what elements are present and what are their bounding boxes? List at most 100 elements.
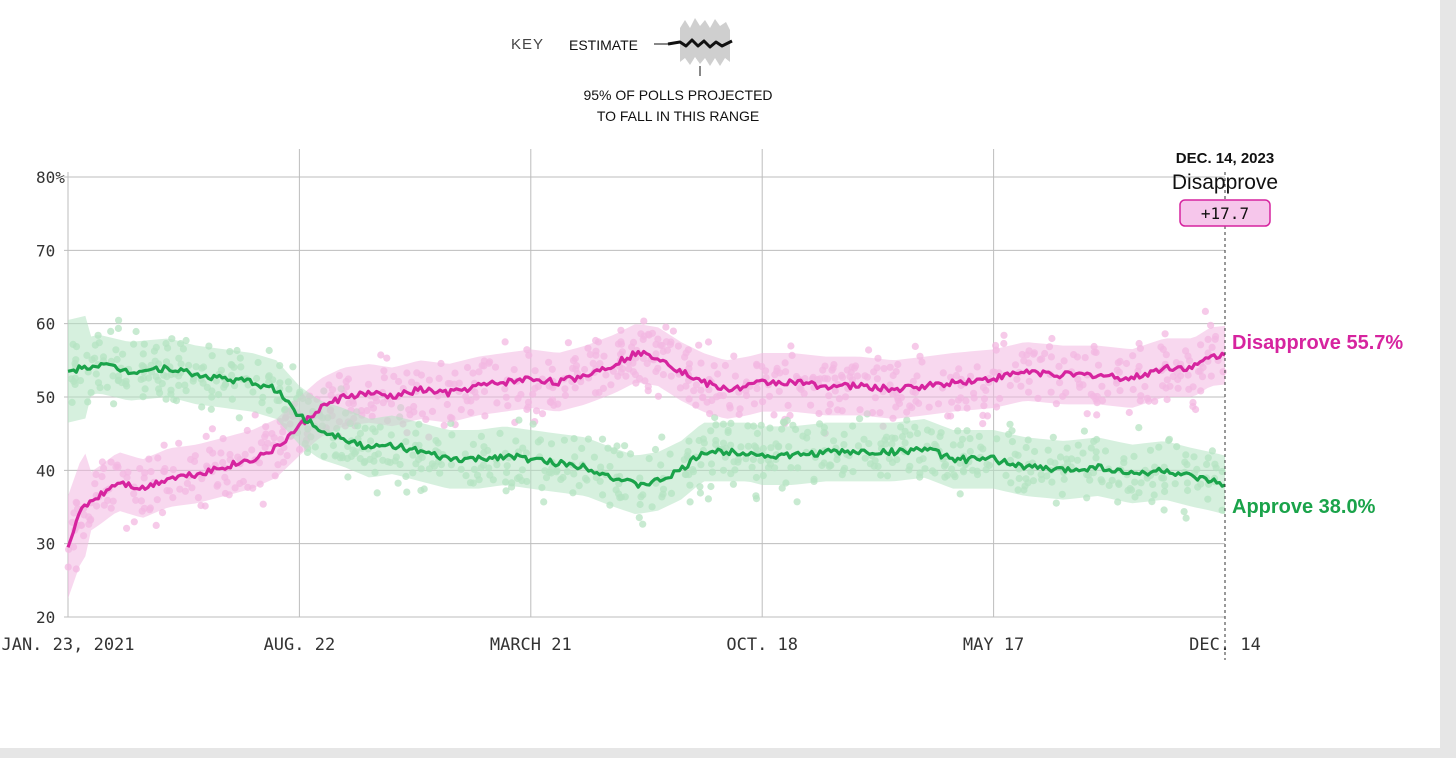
- poll-dot: [1163, 395, 1171, 404]
- approve-estimate-line: [67, 362, 1226, 489]
- date-callout: DEC. 14, 2023 Disapprove +17.7: [1172, 150, 1278, 660]
- poll-dot: [420, 485, 428, 493]
- poll-dot: [621, 442, 629, 450]
- key-estimate-label: ESTIMATE: [569, 37, 638, 53]
- poll-dot: [160, 441, 168, 449]
- poll-dot: [114, 324, 122, 332]
- poll-dot: [696, 489, 705, 497]
- poll-dot: [1052, 499, 1060, 507]
- poll-dot: [182, 336, 190, 345]
- poll-dot: [983, 412, 992, 420]
- poll-dot: [115, 316, 123, 324]
- poll-dot: [501, 338, 509, 346]
- poll-dot: [1000, 339, 1008, 348]
- poll-dot: [1182, 514, 1190, 522]
- poll-dot: [538, 410, 547, 418]
- poll-dot: [377, 351, 385, 359]
- poll-dot: [778, 484, 786, 492]
- x-axis: JAN. 23, 2021 AUG. 22 MARCH 21 OCT. 18 MAY 1…: [1, 635, 1260, 655]
- poll-dot: [1180, 508, 1188, 516]
- poll-dot: [947, 412, 955, 420]
- x-tick-label: AUG. 22: [264, 635, 336, 655]
- poll-dot: [956, 490, 964, 498]
- callout-series: Disapprove: [1172, 171, 1278, 194]
- poll-dot: [373, 489, 381, 497]
- poll-dot: [1135, 339, 1143, 348]
- window-edge-bottom: [0, 748, 1456, 758]
- poll-dot: [1161, 330, 1169, 338]
- poll-dot: [197, 501, 205, 510]
- poll-dot: [1080, 427, 1088, 435]
- poll-dot: [1008, 427, 1016, 435]
- key-label: KEY: [511, 36, 544, 53]
- poll-dot: [1049, 433, 1057, 441]
- poll-dot: [729, 480, 738, 488]
- poll-dot: [669, 327, 678, 335]
- poll-dot: [651, 445, 660, 454]
- poll-dot: [707, 482, 715, 491]
- poll-dot: [770, 411, 778, 419]
- poll-dot: [793, 498, 801, 506]
- poll-dot: [202, 432, 210, 440]
- x-tick-label: OCT. 18: [726, 635, 798, 655]
- poll-dot: [598, 435, 607, 443]
- poll-dot: [779, 418, 788, 426]
- poll-dot: [107, 327, 115, 335]
- callout-margin-badge: [1179, 199, 1271, 227]
- poll-dot: [613, 442, 621, 450]
- disapprove-end-label: Disapprove 55.7%: [1232, 332, 1403, 354]
- poll-dot: [704, 338, 713, 346]
- key-range-label-line2: TO FALL IN THIS RANGE: [597, 108, 759, 124]
- poll-dot: [440, 421, 448, 429]
- y-tick-label: 80%: [36, 168, 65, 187]
- poll-dot: [787, 342, 795, 350]
- poll-dot: [640, 317, 648, 325]
- poll-dot: [207, 405, 215, 413]
- poll-dot: [344, 473, 352, 481]
- poll-dot: [1135, 424, 1143, 432]
- poll-dot: [564, 339, 573, 347]
- x-tick-label: MARCH 21: [490, 635, 572, 655]
- poll-dot: [1207, 321, 1215, 329]
- poll-dot: [208, 425, 216, 433]
- poll-dot: [730, 352, 738, 360]
- x-tick-label: JAN. 23, 2021: [1, 635, 134, 655]
- callout-margin-value: +17.7: [1201, 204, 1249, 223]
- poll-dot: [1048, 334, 1056, 343]
- window-edge-right: [1440, 0, 1456, 758]
- poll-dot: [639, 520, 647, 528]
- callout-date: DEC. 14, 2023: [1176, 150, 1274, 167]
- poll-dot: [502, 487, 510, 495]
- poll-dot: [403, 488, 411, 496]
- poll-dot: [1189, 402, 1197, 411]
- poll-dot: [695, 341, 703, 349]
- poll-dot: [1000, 331, 1008, 339]
- poll-dot: [662, 323, 670, 331]
- poll-dot: [979, 420, 987, 428]
- disapprove-estimate-line: [66, 349, 1226, 548]
- y-tick-label: 20: [36, 608, 55, 627]
- poll-dot: [529, 420, 537, 428]
- poll-dot: [1083, 410, 1091, 418]
- poll-dot: [540, 498, 548, 506]
- confidence-bands: [68, 315, 1225, 599]
- x-tick-label: DEC. 14: [1189, 635, 1261, 655]
- poll-dot: [235, 414, 243, 422]
- poll-dot: [110, 400, 118, 408]
- poll-dot: [132, 327, 140, 336]
- poll-dot: [1201, 307, 1209, 315]
- poll-dot: [515, 416, 523, 424]
- poll-dot: [394, 479, 402, 487]
- poll-dot: [130, 518, 138, 526]
- poll-dot: [1160, 506, 1168, 514]
- y-tick-label: 30: [36, 535, 55, 554]
- poll-dot: [992, 341, 1000, 350]
- poll-dot: [1093, 411, 1101, 419]
- y-tick-label: 40: [36, 461, 55, 480]
- poll-dot: [158, 508, 167, 517]
- poll-dot: [865, 346, 873, 354]
- poll-dot: [383, 354, 391, 362]
- poll-dot: [704, 495, 713, 503]
- poll-dot: [152, 521, 160, 530]
- disapprove-band: [68, 324, 1225, 599]
